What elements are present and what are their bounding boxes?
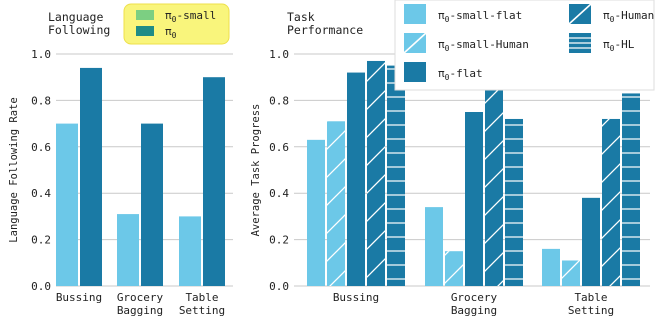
bar	[203, 77, 225, 286]
legend-box	[394, 0, 655, 91]
bar	[179, 216, 201, 286]
legend-label: π0-small	[165, 9, 216, 24]
y-tick-label: 0.4	[31, 187, 51, 200]
bar-hatch	[602, 118, 620, 287]
chart-title: Task Performance	[287, 10, 363, 37]
legend: π0-small-flat π0-small-Human π0-flat π0-Hum…	[394, 0, 655, 91]
language-following-chart: Language Following 0.0 0.2 0.4 0.6 0.8 1.0 Langu…	[8, 3, 233, 317]
y-tick-label: 0.8	[31, 94, 51, 107]
bar	[307, 139, 325, 286]
bar	[117, 214, 139, 286]
legend-label: π0	[165, 25, 177, 40]
bar	[347, 72, 365, 286]
bar-hatch	[445, 251, 463, 286]
legend-label: π0-small-flat	[438, 9, 522, 24]
bar	[465, 112, 483, 286]
y-axis-label: Language Following Rate	[8, 97, 20, 242]
y-tick-label: 0.0	[31, 280, 51, 293]
bar-hatch	[327, 121, 345, 286]
bar-hatch	[505, 118, 523, 287]
y-tick-label: 0.2	[269, 234, 289, 247]
x-tick-label: Table Setting	[179, 291, 225, 317]
x-tick-label: Grocery Bagging	[117, 291, 164, 317]
y-axis-label: Average Task Progress	[250, 104, 262, 237]
legend-label: π0-flat	[438, 67, 483, 82]
bar-hatch	[485, 88, 503, 286]
x-tick-label: Grocery Bagging	[451, 291, 498, 317]
legend-label: π0-Human	[603, 9, 654, 24]
x-tick-label: Bussing	[56, 291, 102, 304]
bar	[80, 67, 102, 286]
bar-hatch	[367, 60, 385, 287]
legend-swatch	[136, 10, 154, 20]
legend-label: π0-small-Human	[438, 38, 529, 53]
y-tick-label: 0.6	[269, 141, 289, 154]
chart-title: Language Following	[48, 10, 110, 37]
bar	[141, 123, 163, 286]
y-tick-label: 1.0	[31, 48, 51, 61]
bar-hatch	[622, 93, 640, 286]
legend-hatch	[403, 32, 427, 54]
y-tick-label: 1.0	[269, 48, 289, 61]
bar-hatch	[562, 260, 580, 286]
bar	[425, 207, 443, 286]
y-tick-label: 0.6	[31, 141, 51, 154]
y-tick-label: 0.8	[269, 94, 289, 107]
legend-swatch	[404, 62, 426, 82]
bar	[56, 123, 78, 286]
bar	[542, 248, 560, 286]
y-tick-label: 0.4	[269, 187, 289, 200]
bar	[582, 197, 600, 286]
x-tick-label: Table Setting	[568, 291, 614, 317]
x-tick-label: Bussing	[333, 291, 379, 304]
task-performance-chart: Task Performance 0.0 0.2 0.4 0.6 0.8 1.0 Average…	[250, 0, 655, 317]
y-tick-label: 0.2	[31, 234, 51, 247]
legend-swatch	[404, 4, 426, 24]
legend-hatch	[568, 3, 592, 25]
bar-hatch	[387, 65, 405, 286]
y-tick-label: 0.0	[269, 280, 289, 293]
legend-swatch	[136, 26, 154, 36]
legend-label: π0-HL	[603, 38, 635, 53]
